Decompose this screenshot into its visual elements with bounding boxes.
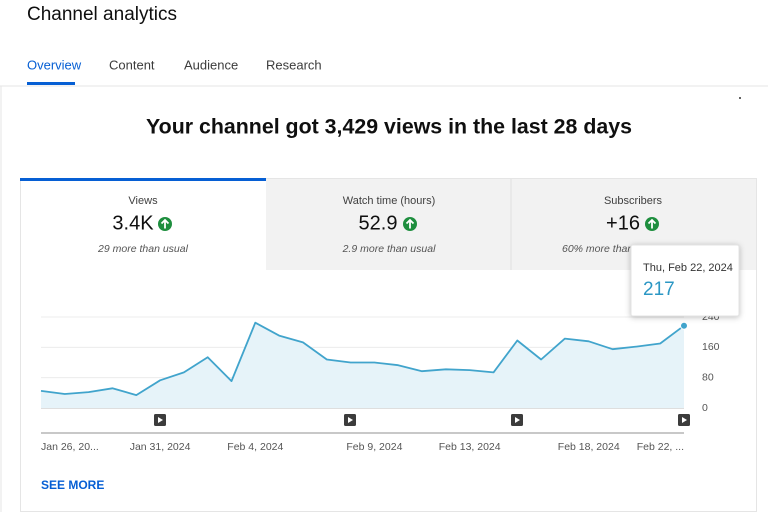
dot [739,97,741,99]
tab[interactable]: Overview [27,57,82,72]
video-marker-glyphs [158,417,687,423]
x-tick-label: Feb 13, 2024 [439,441,501,453]
tab[interactable]: Audience [184,57,238,72]
metric-value: 52.9 [359,212,398,234]
metric-note: 2.9 more than usual [342,243,436,255]
x-tick-label: Jan 26, 20... [41,441,99,453]
metric-value: 3.4K [112,212,154,234]
x-tick-label: Feb 18, 2024 [558,441,620,453]
metric-label[interactable]: Views [128,195,158,207]
tooltip-date: Thu, Feb 22, 2024 [643,262,733,274]
y-tick-label: 160 [702,341,720,353]
area [41,322,684,408]
metric-note: 29 more than usual [97,243,189,255]
tooltip: Thu, Feb 22, 2024 217 [630,244,740,317]
up-icon [403,217,417,231]
tooltip-value: 217 [643,279,675,300]
metric-label[interactable]: Watch time (hours) [343,195,436,207]
up-icon [158,217,172,231]
x-tick-label: Feb 9, 2024 [346,441,402,453]
line [40,321,685,396]
tab[interactable]: Content [109,57,155,72]
metric-value: +16 [606,212,640,234]
see-more[interactable]: SEE MORE [41,478,104,492]
page-title: Channel analytics [27,4,177,25]
y-tick-label: 0 [702,402,708,414]
metric-label[interactable]: Subscribers [604,195,663,207]
hover-point [680,321,688,330]
metric-indicator [20,178,266,181]
x-tick-label: Jan 31, 2024 [130,441,191,453]
headline: Your channel got 3,429 views in the last… [146,116,632,139]
tab[interactable]: Research [266,57,322,72]
x-tick-label: Feb 22, ... [637,441,684,453]
x-tick-label: Feb 4, 2024 [227,441,283,453]
up-icon [645,217,659,231]
tab-indicator [27,82,75,85]
y-tick-label: 80 [702,371,714,383]
